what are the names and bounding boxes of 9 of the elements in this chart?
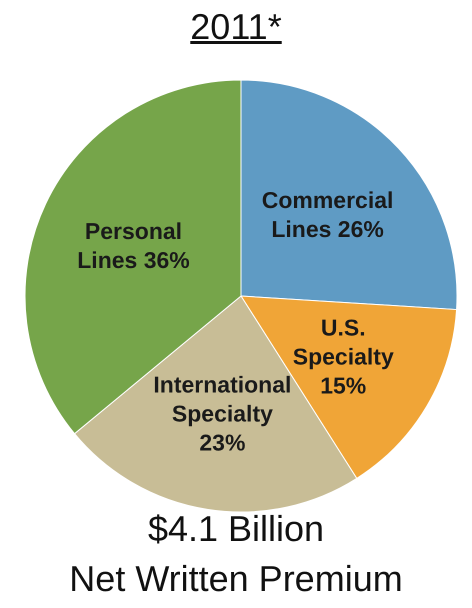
text: Net Written Premium	[68, 558, 404, 600]
data-label: 23%	[199, 429, 246, 456]
text: $4.1 Billion	[146, 508, 326, 550]
slice-label: Commercial Lines 26%	[262, 187, 394, 242]
slice-label: International Specialty	[153, 371, 292, 426]
slice-label: Personal Lines 36%	[77, 218, 190, 273]
slice-label: U.S. Specialty	[292, 314, 394, 370]
data-label: 15%	[320, 372, 366, 398]
chart-title: 2011*	[189, 6, 283, 48]
